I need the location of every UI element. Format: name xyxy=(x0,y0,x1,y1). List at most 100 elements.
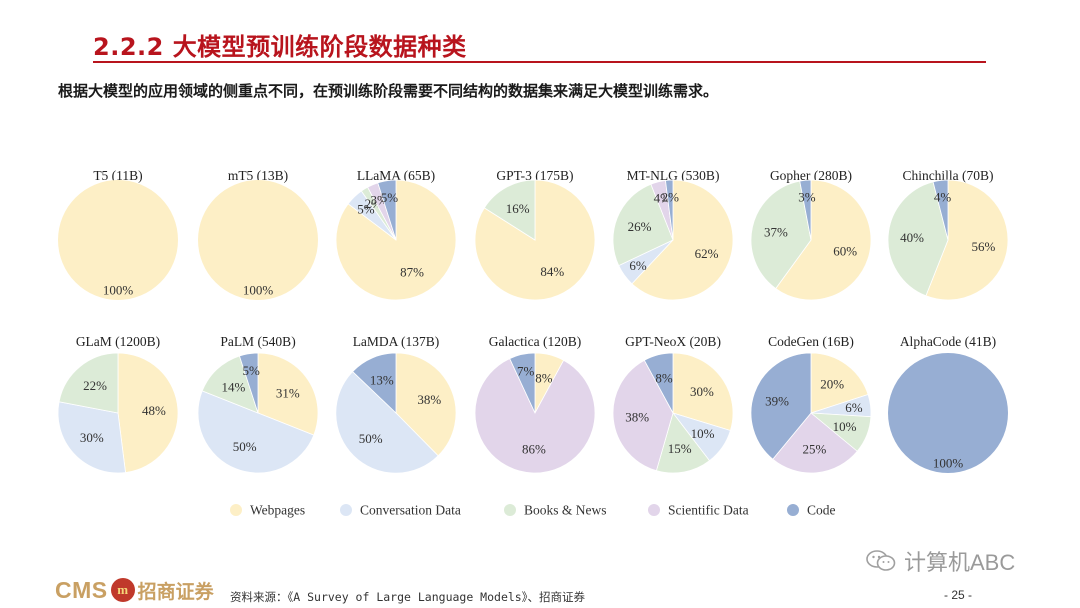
pie-slice-label: 26% xyxy=(628,219,652,234)
pie-slice-label: 30% xyxy=(80,430,104,445)
pie-title: MT-NLG (530B) xyxy=(627,168,720,183)
pie-slice-label: 8% xyxy=(535,371,553,386)
pie-slice-label: 38% xyxy=(417,392,441,407)
pie-galactica-120b: Galactica (120B) 8% 86% 7% xyxy=(474,334,596,474)
legend-swatch-code xyxy=(787,504,799,516)
pie-slice-label: 5% xyxy=(357,202,375,217)
pie-slice-conversation-data xyxy=(57,401,126,474)
legend-label: Code xyxy=(807,503,836,518)
pie-slice-conversation-data xyxy=(335,371,439,474)
pie-mt-nlg-530b: MT-NLG (530B) 62% 6% 26%4%2% xyxy=(612,168,734,301)
pie-slice-books-news xyxy=(58,352,119,414)
pie-gpt-3-175b: GPT-3 (175B) 84% 16% xyxy=(474,168,596,301)
pie-palm-540b: PaLM (540B) 31% 50% 14%5% xyxy=(197,334,319,474)
pie-slice-label: 39% xyxy=(765,393,789,408)
pie-slice-books-news xyxy=(750,180,812,290)
pie-slice-label: 56% xyxy=(971,239,995,254)
pie-title: GPT-3 (175B) xyxy=(496,168,573,183)
pie-slice-label: 62% xyxy=(695,246,719,261)
pie-slice-code xyxy=(665,179,674,241)
pie-slice-code xyxy=(352,352,397,414)
title-divider xyxy=(93,61,986,63)
pie-slice-label: 10% xyxy=(691,426,715,441)
company-logo: CMS m 招商证券 xyxy=(55,576,214,604)
legend-label: Conversation Data xyxy=(360,503,461,518)
pie-slice-label: 40% xyxy=(900,230,924,245)
pie-slice-label: 25% xyxy=(802,441,826,456)
pie-slice-webpages xyxy=(775,179,872,301)
pie-slice-code xyxy=(509,352,536,414)
pie-slice-label: 4% xyxy=(654,191,672,206)
pie-slice-label: 50% xyxy=(359,431,383,446)
legend-swatch-books-news xyxy=(504,504,516,516)
pie-slice-label: 100% xyxy=(103,283,134,298)
pie-slice-label: 100% xyxy=(933,456,964,471)
pie-slice-label: 14% xyxy=(221,379,245,394)
pie-slice-label: 15% xyxy=(668,441,692,456)
pie-slice-webpages xyxy=(257,352,319,436)
pie-title: CodeGen (16B) xyxy=(768,334,854,349)
pie-slice-label: 6% xyxy=(845,400,863,415)
pie-slice-label: 5% xyxy=(243,363,261,378)
pie-title: LLaMA (65B) xyxy=(357,168,435,183)
pie-slice-label: 8% xyxy=(655,371,673,386)
legend-label: Scientific Data xyxy=(668,503,749,518)
wechat-watermark: 计算机ABC xyxy=(866,545,1015,577)
pie-title: GPT-NeoX (20B) xyxy=(625,334,721,349)
pie-mt5-13b: mT5 (13B) 100% xyxy=(198,168,318,300)
pie-title: PaLM (540B) xyxy=(220,334,295,349)
pie-llama-65b: LLaMA (65B)87%5%2%3%5% xyxy=(335,168,457,301)
pie-title: Galactica (120B) xyxy=(489,334,582,349)
pie-title: Gopher (280B) xyxy=(770,168,852,183)
pie-slice-books-news xyxy=(887,181,949,297)
pie-slice-webpages xyxy=(117,352,179,473)
pie-slice-label: 3% xyxy=(798,190,816,205)
pie-title: AlphaCode (41B) xyxy=(900,334,996,349)
pie-slice-label: 48% xyxy=(142,403,166,418)
pie-slice-books-news xyxy=(612,183,674,267)
pie-slice-label: 10% xyxy=(833,419,857,434)
pie-slice-code xyxy=(377,179,397,241)
pie-slice-books-news xyxy=(655,412,711,474)
pie-alphacode-41b: AlphaCode (41B) 100% xyxy=(888,334,1008,473)
watermark-text: 计算机ABC xyxy=(904,550,1016,575)
pie-slice-webpages xyxy=(631,179,734,301)
pie-slice-label: 31% xyxy=(276,385,300,400)
pie-gpt-neox-20b: GPT-NeoX (20B) 30% 10%15% 38% 8% xyxy=(612,334,734,474)
legend: Webpages Conversation Data Books & News Sci… xyxy=(230,503,836,518)
pie-slice-webpages xyxy=(925,179,1009,301)
pie-slice-scientific-data xyxy=(612,359,674,472)
pie-title: mT5 (13B) xyxy=(228,168,288,183)
pie-slice-label: 84% xyxy=(540,264,564,279)
pie-codegen-16b: CodeGen (16B) 20%6% 10% 25% 39% xyxy=(750,334,872,474)
pie-slice-webpages xyxy=(335,179,457,301)
wechat-icon xyxy=(866,550,896,571)
pie-slice-code xyxy=(750,352,812,460)
pie-slice-webpages xyxy=(395,352,457,457)
pie-slice-label: 86% xyxy=(522,442,546,457)
data-source-note: 资料来源：《A Survey of Large Language Models》… xyxy=(230,590,585,604)
pie-slice-code xyxy=(888,353,1008,473)
pie-slice-webpages xyxy=(58,180,178,300)
page-number: - 25 - xyxy=(944,588,973,602)
logo-mark-icon: m xyxy=(110,578,135,602)
pie-slice-webpages xyxy=(810,352,869,414)
pie-title: GLaM (1200B) xyxy=(76,334,160,349)
pie-slice-label: 5% xyxy=(381,190,399,205)
pie-slice-code xyxy=(932,179,949,241)
pie-slice-label: 20% xyxy=(820,376,844,391)
legend-label: Books & News xyxy=(524,503,607,518)
pie-lamda-137b: LaMDA (137B) 38% 50% 13% xyxy=(335,334,457,474)
pie-chinchilla-70b: Chinchilla (70B) 56% 40% 4% xyxy=(887,168,1009,301)
pie-slice-label: 60% xyxy=(833,244,857,259)
pie-slice-label: 4% xyxy=(934,190,952,205)
pie-slice-code xyxy=(238,352,259,414)
pie-slice-label: 38% xyxy=(625,409,649,424)
legend-label: Webpages xyxy=(250,503,305,518)
legend-swatch-webpages xyxy=(230,504,242,516)
legend-swatch-scientific-data xyxy=(648,504,660,516)
pie-slice-label: 37% xyxy=(764,225,788,240)
logo-chinese-text: 招商证券 xyxy=(137,580,214,603)
pie-gopher-280b: Gopher (280B) 60% 37% 3% xyxy=(750,168,872,301)
